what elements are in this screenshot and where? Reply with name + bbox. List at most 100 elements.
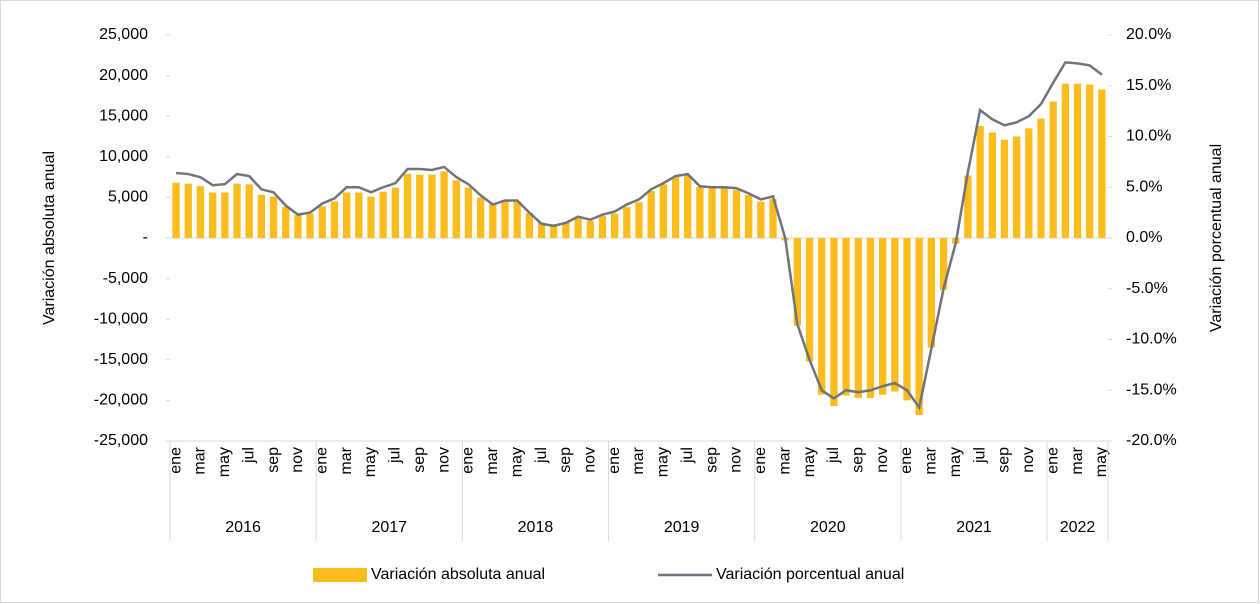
x-tick-label: ene	[167, 447, 184, 474]
bar	[550, 224, 558, 238]
x-tick-label: ene	[752, 447, 769, 474]
legend-label: Variación absoluta anual	[371, 566, 545, 583]
bar	[659, 184, 668, 238]
bar	[635, 202, 643, 238]
bar	[282, 207, 290, 238]
x-group-label: 2017	[371, 519, 407, 536]
bar	[1025, 128, 1033, 238]
bar	[416, 174, 424, 238]
bar	[428, 174, 436, 238]
bar	[245, 184, 253, 238]
y2-tick-label: 10.0%	[1126, 128, 1171, 145]
bar	[318, 206, 326, 238]
bar	[525, 212, 534, 238]
y2-tick-label: 15.0%	[1126, 77, 1171, 94]
bar	[842, 238, 850, 396]
x-group-label: 2018	[518, 519, 554, 536]
bar	[671, 177, 680, 238]
y-tick-label: 5,000	[108, 189, 148, 206]
bar	[1000, 139, 1009, 238]
y2-tick-label: 0.0%	[1126, 229, 1162, 246]
x-tick-label: jul	[679, 447, 696, 464]
x-group-label: 2016	[225, 519, 261, 536]
x-group-label: 2020	[810, 519, 846, 536]
bar	[684, 175, 692, 238]
x-tick-label: jul	[533, 447, 550, 464]
y-tick-label: -15,000	[94, 351, 148, 368]
bar	[623, 207, 631, 238]
bar	[476, 197, 485, 238]
x-tick-label: may	[216, 447, 233, 477]
bar	[976, 125, 984, 238]
bar	[172, 182, 180, 238]
x-tick-label: mar	[338, 446, 355, 474]
x-group-label: 2021	[956, 519, 992, 536]
bar	[513, 201, 521, 238]
x-tick-label: may	[362, 447, 379, 477]
x-tick-label: jul	[387, 447, 404, 464]
bar	[1086, 84, 1094, 238]
bar	[988, 132, 996, 238]
x-tick-label: sep	[557, 447, 574, 473]
y2-axis-title: Variación porcentual anual	[1208, 144, 1225, 332]
y2-tick-label: -10.0%	[1126, 331, 1177, 348]
bar	[537, 222, 546, 238]
bar	[598, 216, 607, 238]
bar	[379, 191, 387, 238]
bar	[355, 192, 363, 238]
bar	[208, 192, 217, 238]
y2-tick-label: -20.0%	[1126, 432, 1177, 449]
y-tick-label: -25,000	[94, 432, 148, 449]
bar	[1061, 83, 1070, 238]
x-tick-label: sep	[703, 447, 720, 473]
x-tick-label: nov	[581, 447, 598, 473]
line	[175, 61, 1103, 411]
bar	[330, 201, 339, 238]
x-tick-label: jul	[240, 447, 257, 464]
bar	[489, 203, 497, 238]
bar	[818, 238, 826, 395]
bar	[891, 238, 899, 392]
bar	[757, 201, 765, 238]
x-tick-label: ene	[898, 447, 915, 474]
bar	[647, 190, 655, 238]
y2-tick-label: -5.0%	[1126, 280, 1168, 297]
x-tick-label: may	[508, 447, 525, 477]
y2-tick-label: 5.0%	[1126, 178, 1162, 195]
bar	[878, 238, 887, 395]
x-tick-label: may	[655, 447, 672, 477]
bar	[464, 187, 473, 238]
bar	[196, 186, 205, 238]
y-tick-label: -	[143, 229, 148, 246]
bar	[830, 238, 838, 407]
x-tick-label: may	[1093, 447, 1110, 477]
bar	[367, 196, 375, 238]
y2-tick-label: -15.0%	[1126, 381, 1177, 398]
bar	[1073, 83, 1082, 238]
x-tick-label: ene	[313, 447, 330, 474]
bar	[233, 183, 241, 238]
x-tick-label: sep	[849, 447, 866, 473]
x-tick-label: nov	[728, 447, 745, 473]
y-tick-label: 25,000	[99, 26, 148, 43]
bar	[342, 192, 351, 238]
bar	[696, 186, 704, 238]
bar	[769, 199, 777, 238]
bar	[793, 238, 802, 326]
y-tick-label: 20,000	[99, 67, 148, 84]
x-tick-label: mar	[484, 446, 501, 474]
bar	[964, 175, 972, 238]
x-tick-label: sep	[411, 447, 428, 473]
x-group-label: 2019	[664, 519, 700, 536]
x-tick-label: ene	[460, 447, 477, 474]
bar	[610, 213, 619, 238]
x-tick-label: sep	[265, 447, 282, 473]
y2-tick-label: 20.0%	[1126, 26, 1171, 43]
x-tick-label: jul	[971, 447, 988, 464]
x-tick-label: mar	[776, 446, 793, 474]
legend-swatch	[313, 568, 367, 582]
y-axis-title: Variación absoluta anual	[41, 151, 58, 325]
y-tick-label: -20,000	[94, 392, 148, 409]
x-tick-label: sep	[996, 447, 1013, 473]
bar	[939, 238, 948, 290]
